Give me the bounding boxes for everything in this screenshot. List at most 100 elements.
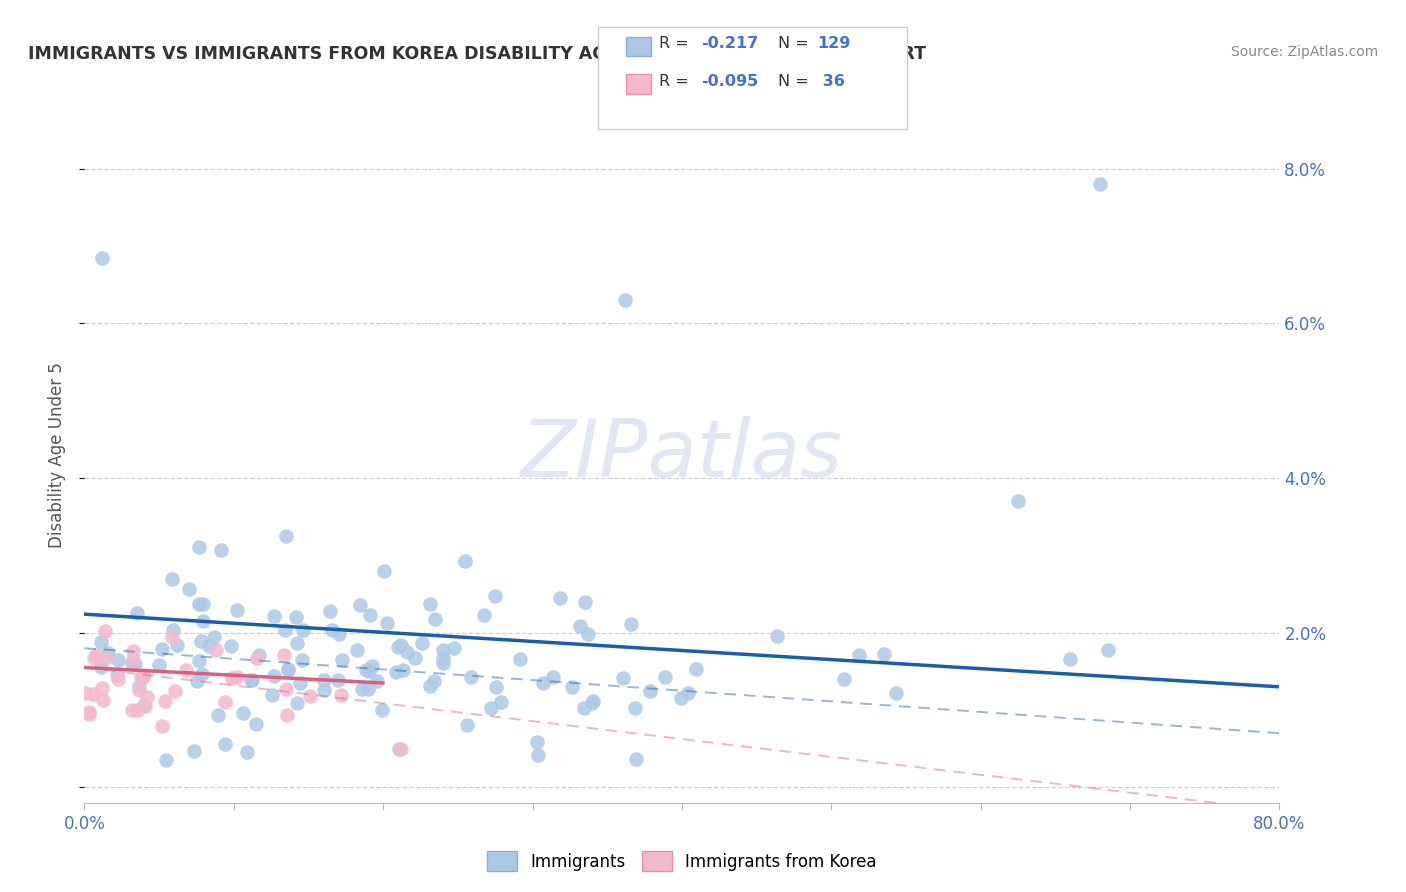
Point [124,657,146,671]
Point [93,692,115,706]
Point [872,648,894,662]
Point [214,737,236,751]
Point [177,582,200,597]
Text: R =: R = [659,74,695,88]
Point [105,668,128,682]
Text: ZIPatlas: ZIPatlas [520,416,844,494]
Point [619,617,641,632]
Point [389,638,412,652]
Point [569,618,592,632]
Point [357,665,380,679]
Point [160,630,183,644]
Point [128,680,150,694]
Point [357,681,380,696]
Point [209,543,232,558]
Point [94,624,117,638]
Point [285,696,308,710]
Point [226,670,249,684]
Point [561,680,583,694]
Point [349,598,371,612]
Point [354,663,377,677]
Point [214,695,236,709]
Text: -0.095: -0.095 [702,74,759,88]
Point [166,639,188,653]
Point [581,696,603,710]
Point [186,674,208,689]
Point [90,681,112,695]
Point [193,614,215,628]
Text: 129: 129 [817,37,851,51]
Point [576,627,599,641]
Point [454,554,477,568]
Point [121,656,143,670]
Point [134,699,156,714]
Point [247,648,270,663]
Point [90,659,112,673]
Point [276,529,298,543]
Point [160,572,183,586]
Point [291,624,314,638]
Point [90,635,112,649]
Point [188,654,211,668]
Point [190,633,212,648]
Point [541,670,564,684]
Point [205,643,228,657]
Point [262,688,284,702]
Point [132,670,155,684]
Point [352,682,374,697]
Point [276,707,298,722]
Point [97,646,120,660]
Point [136,690,159,705]
Point [623,701,645,715]
Point [326,673,349,687]
Text: N =: N = [778,74,814,88]
Point [1090,178,1112,192]
Point [509,651,531,665]
Text: IMMIGRANTS VS IMMIGRANTS FROM KOREA DISABILITY AGE UNDER 5 CORRELATION CHART: IMMIGRANTS VS IMMIGRANTS FROM KOREA DISA… [28,45,927,62]
Point [174,664,197,678]
Point [153,694,176,708]
Y-axis label: Disability Age Under 5: Disability Age Under 5 [48,362,66,548]
Point [127,606,149,620]
Point [685,662,707,676]
Point [202,630,225,644]
Point [479,701,502,715]
Point [239,673,262,687]
Point [832,672,855,686]
Point [285,636,308,650]
Point [419,679,441,693]
Point [654,670,676,684]
Point [298,689,321,703]
Point [531,676,554,690]
Point [84,648,107,662]
Point [640,684,662,698]
Point [263,669,285,683]
Point [1007,494,1029,508]
Point [359,608,381,623]
Point [129,669,152,683]
Point [312,682,335,697]
Point [432,656,454,670]
Point [572,701,595,715]
Point [122,653,145,667]
Point [766,629,789,643]
Point [1097,643,1119,657]
Point [384,665,406,679]
Point [388,742,411,756]
Point [314,673,336,688]
Point [273,648,295,662]
Point [79,707,101,722]
Point [526,735,548,749]
Point [165,684,187,698]
Point [155,753,177,767]
Point [574,595,596,609]
Point [361,659,384,673]
Point [484,589,506,603]
Text: 36: 36 [817,74,845,88]
Point [678,686,700,700]
Point [245,716,267,731]
Point [276,682,298,697]
Text: N =: N = [778,37,814,51]
Point [548,591,571,606]
Point [432,650,454,665]
